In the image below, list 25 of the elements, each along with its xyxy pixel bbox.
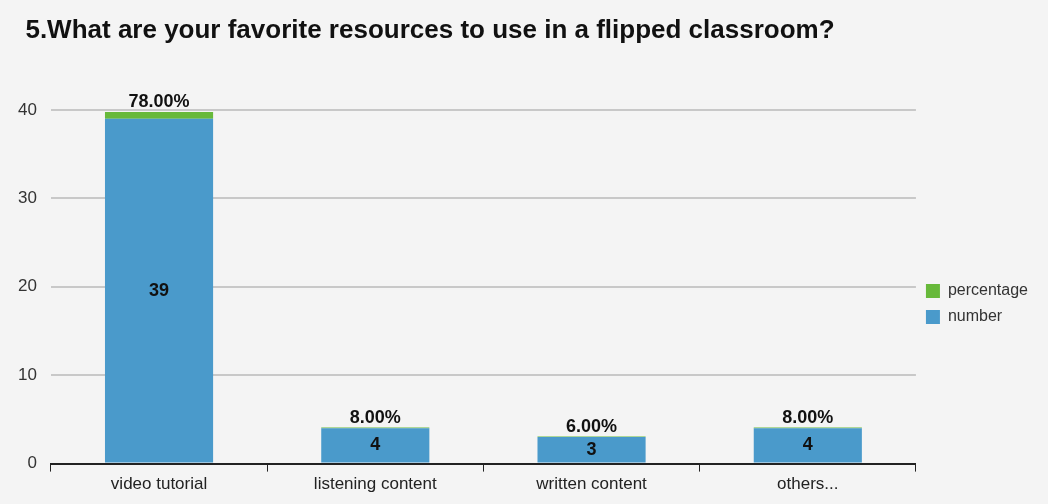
y-tick-label: 10 <box>17 364 37 384</box>
data-label: 8.00% <box>349 406 401 427</box>
legend-label: percentage <box>947 281 1029 299</box>
data-label: 4 <box>370 434 381 455</box>
data-label: 78.00% <box>128 90 190 111</box>
x-tick-label: others... <box>777 474 839 494</box>
y-tick-label: 20 <box>17 276 37 296</box>
x-tick-label: video tutorial <box>110 474 208 494</box>
x-tick-label: listening content <box>313 474 437 494</box>
data-label: 4 <box>802 434 813 455</box>
legend-label: number <box>947 307 1003 325</box>
bar <box>104 118 214 463</box>
y-tick-label: 0 <box>27 453 37 473</box>
x-tick-label: written content <box>535 474 648 494</box>
data-label: 3 <box>586 438 597 459</box>
y-tick-label: 40 <box>17 99 37 119</box>
chart-title: 5.What are your favorite resources to use in a flipped classroom? <box>24 14 836 44</box>
data-label: 6.00% <box>566 415 618 436</box>
data-label: 39 <box>149 279 170 300</box>
data-label: 8.00% <box>782 406 834 427</box>
bar <box>321 428 430 463</box>
bar <box>537 437 646 463</box>
y-tick-label: 30 <box>17 188 37 208</box>
bar <box>753 428 862 463</box>
bar <box>104 111 214 119</box>
